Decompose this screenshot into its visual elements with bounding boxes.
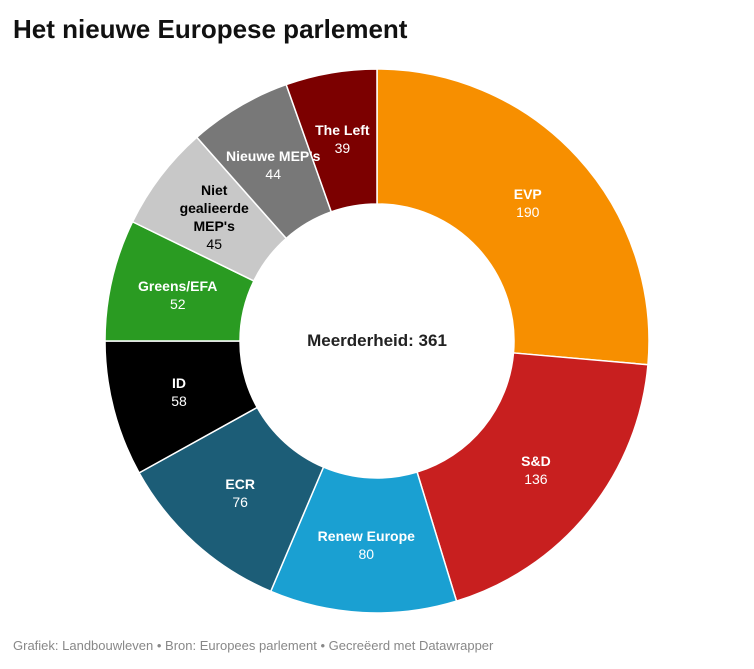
datawrapper-link[interactable]: Gecreëerd met Datawrapper [328, 638, 494, 653]
slice-the-left [285, 68, 378, 213]
chart-footer: Grafiek: Landbouwleven • Bron: Europees … [13, 638, 493, 654]
footer-separator: • [320, 638, 325, 653]
majority-label: Meerderheid: 361 [307, 331, 447, 350]
slice-evp [376, 68, 650, 366]
slice-s-d [416, 352, 649, 602]
chart-title: Het nieuwe Europese parlement [13, 14, 408, 44]
source-label: Bron: [165, 638, 197, 653]
credit-label: Grafiek: [13, 638, 59, 653]
source-link[interactable]: Europees parlement [199, 638, 317, 653]
credit-name: Landbouwleven [62, 638, 154, 653]
footer-separator: • [156, 638, 162, 653]
